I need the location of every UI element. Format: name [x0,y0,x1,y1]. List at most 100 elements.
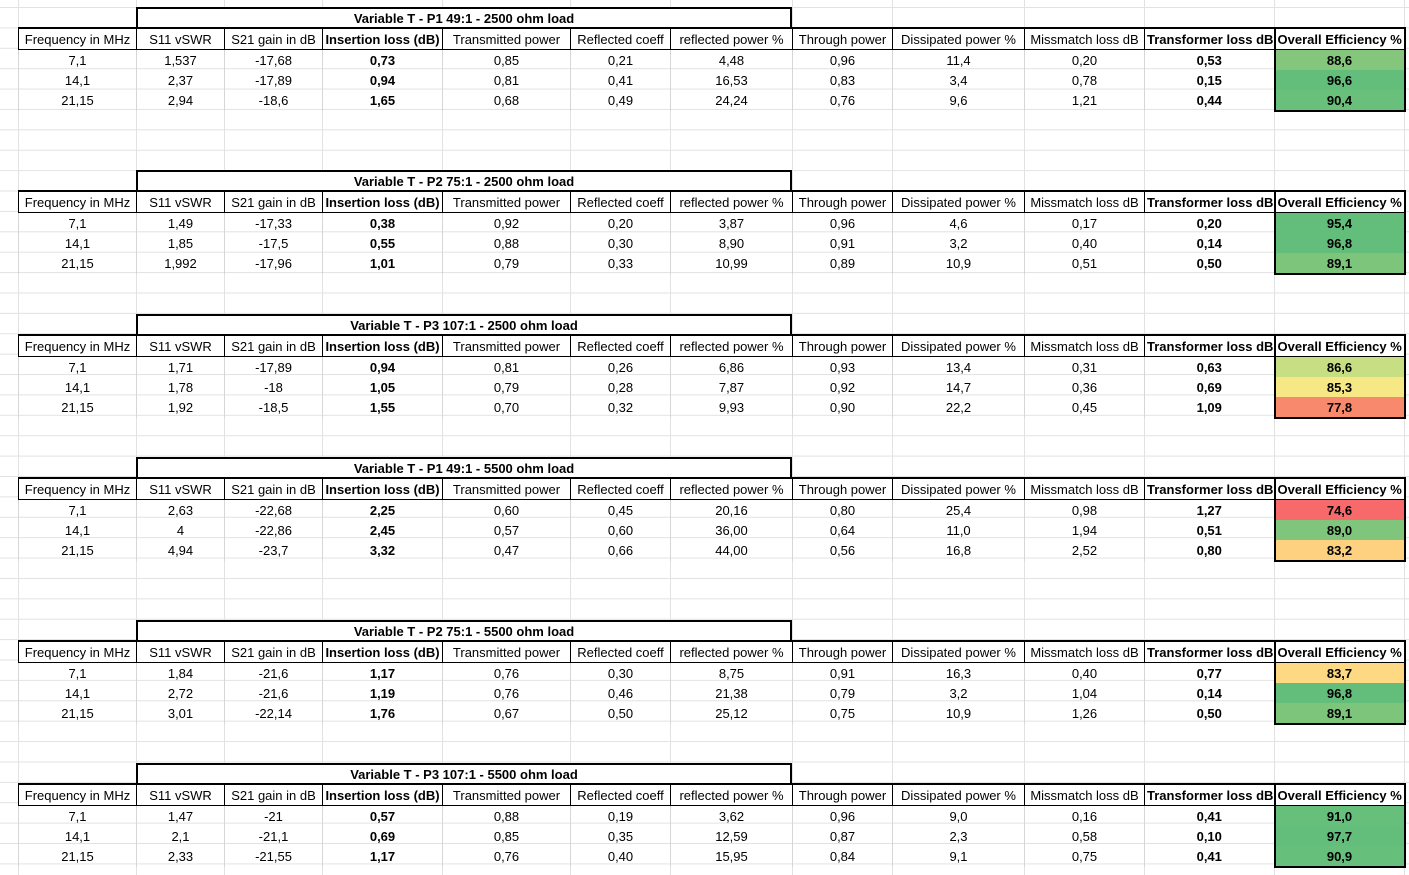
column-header[interactable]: S11 vSWR [136,27,225,50]
efficiency-cell[interactable]: 90,9 [1273,846,1406,868]
table-cell[interactable]: 0,55 [322,233,443,253]
table-cell[interactable]: 0,44 [1144,90,1275,111]
efficiency-cell[interactable]: 96,6 [1273,70,1406,90]
table-cell[interactable]: 1,04 [1024,683,1145,703]
column-header[interactable]: Frequency in MHz [18,27,137,50]
table-cell[interactable]: 0,38 [322,212,443,233]
table-cell[interactable]: -17,89 [224,356,323,377]
table-cell[interactable]: -21,55 [224,846,323,867]
table-cell[interactable]: 0,16 [1024,805,1145,826]
table-cell[interactable]: 6,86 [670,356,793,377]
table-cell[interactable]: 2,52 [1024,540,1145,561]
column-header[interactable]: Through power [792,190,893,213]
table-cell[interactable]: 9,93 [670,397,793,418]
table-cell[interactable]: -17,5 [224,233,323,253]
column-header[interactable]: Missmatch loss dB [1024,334,1145,357]
table-cell[interactable]: 1,992 [136,253,225,274]
table-cell[interactable]: 0,60 [570,520,671,540]
column-header[interactable]: Transformer loss dB [1144,334,1275,357]
table-cell[interactable]: 0,50 [1144,703,1275,724]
table-cell[interactable]: -21,6 [224,662,323,683]
column-header[interactable]: Missmatch loss dB [1024,27,1145,50]
table-cell[interactable]: 0,17 [1024,212,1145,233]
efficiency-cell[interactable]: 96,8 [1273,683,1406,703]
table-cell[interactable]: 0,35 [570,826,671,846]
column-header[interactable]: Reflected coeff [570,27,671,50]
table-cell[interactable]: 0,56 [792,540,893,561]
column-header[interactable]: Transformer loss dB [1144,477,1275,500]
table-cell[interactable]: 3,62 [670,805,793,826]
table-cell[interactable]: 21,15 [18,397,137,418]
table-cell[interactable]: 4,6 [892,212,1025,233]
table-title[interactable]: Variable T - P1 49:1 - 2500 ohm load [136,7,792,27]
table-cell[interactable]: 9,0 [892,805,1025,826]
table-cell[interactable]: 0,60 [442,499,571,520]
table-cell[interactable]: 13,4 [892,356,1025,377]
table-cell[interactable]: 1,537 [136,49,225,70]
table-cell[interactable]: 1,92 [136,397,225,418]
efficiency-cell[interactable]: 89,0 [1273,520,1406,540]
table-cell[interactable]: 25,4 [892,499,1025,520]
column-header[interactable]: Reflected coeff [570,783,671,806]
column-header[interactable]: S11 vSWR [136,477,225,500]
table-cell[interactable]: 0,14 [1144,233,1275,253]
table-cell[interactable]: 7,1 [18,805,137,826]
table-cell[interactable]: 0,40 [1024,233,1145,253]
table-cell[interactable]: 0,20 [1144,212,1275,233]
efficiency-cell[interactable]: 91,0 [1273,805,1406,826]
table-cell[interactable]: 4,48 [670,49,793,70]
table-cell[interactable]: 0,80 [1144,540,1275,561]
table-cell[interactable]: 11,0 [892,520,1025,540]
column-header[interactable]: Transmitted power [442,477,571,500]
column-header[interactable]: Transmitted power [442,27,571,50]
column-header[interactable]: Insertion loss (dB) [322,334,443,357]
table-cell[interactable]: 0,31 [1024,356,1145,377]
column-header[interactable]: Frequency in MHz [18,334,137,357]
table-cell[interactable]: 0,90 [792,397,893,418]
column-header[interactable]: Missmatch loss dB [1024,640,1145,663]
table-cell[interactable]: 1,55 [322,397,443,418]
table-cell[interactable]: 1,19 [322,683,443,703]
column-header[interactable]: Transformer loss dB [1144,190,1275,213]
table-cell[interactable]: 4,94 [136,540,225,561]
column-header[interactable]: reflected power % [670,640,793,663]
table-cell[interactable]: 0,79 [792,683,893,703]
table-cell[interactable]: 0,20 [570,212,671,233]
table-cell[interactable]: 10,99 [670,253,793,274]
table-cell[interactable]: 3,2 [892,233,1025,253]
table-cell[interactable]: 1,26 [1024,703,1145,724]
table-cell[interactable]: 0,93 [792,356,893,377]
table-cell[interactable]: 0,92 [792,377,893,397]
table-cell[interactable]: 0,57 [442,520,571,540]
table-cell[interactable]: 7,87 [670,377,793,397]
table-cell[interactable]: 0,88 [442,233,571,253]
table-cell[interactable]: 0,96 [792,805,893,826]
table-cell[interactable]: 0,41 [1144,846,1275,867]
table-cell[interactable]: 1,05 [322,377,443,397]
table-cell[interactable]: 0,51 [1024,253,1145,274]
efficiency-cell[interactable]: 89,1 [1273,253,1406,275]
table-cell[interactable]: 14,7 [892,377,1025,397]
table-cell[interactable]: 21,15 [18,540,137,561]
table-cell[interactable]: 7,1 [18,662,137,683]
table-cell[interactable]: 0,81 [442,356,571,377]
table-cell[interactable]: 0,66 [570,540,671,561]
column-header[interactable]: Overall Efficiency % [1273,640,1406,663]
table-cell[interactable]: 0,79 [442,377,571,397]
table-cell[interactable]: 1,27 [1144,499,1275,520]
column-header[interactable]: Frequency in MHz [18,640,137,663]
table-cell[interactable]: -22,14 [224,703,323,724]
column-header[interactable]: Reflected coeff [570,334,671,357]
table-cell[interactable]: 10,9 [892,703,1025,724]
table-cell[interactable]: 0,85 [442,826,571,846]
table-cell[interactable]: 1,17 [322,662,443,683]
table-cell[interactable]: 21,15 [18,90,137,111]
table-cell[interactable]: 0,94 [322,70,443,90]
table-cell[interactable]: 0,63 [1144,356,1275,377]
table-title[interactable]: Variable T - P3 107:1 - 2500 ohm load [136,314,792,334]
column-header[interactable]: Overall Efficiency % [1273,334,1406,357]
efficiency-cell[interactable]: 83,2 [1273,540,1406,562]
table-cell[interactable]: 1,65 [322,90,443,111]
table-cell[interactable]: 0,91 [792,662,893,683]
